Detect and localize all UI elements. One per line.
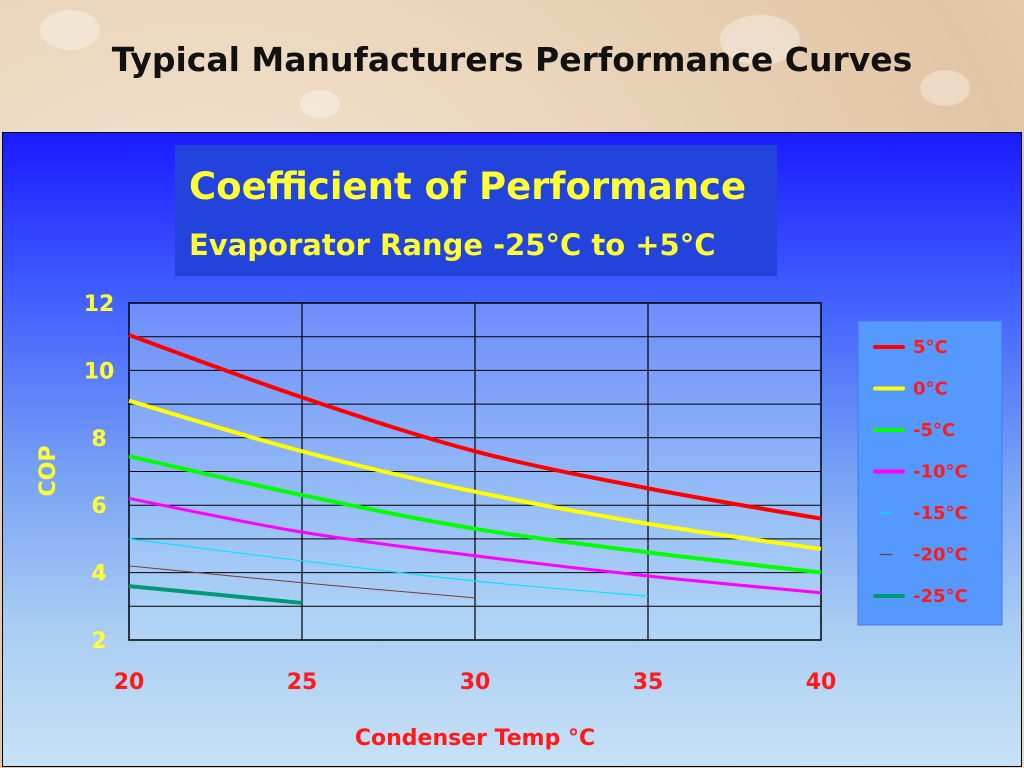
y-tick-label: 2	[91, 629, 106, 654]
legend-box	[857, 320, 1003, 626]
chart-subtitle: Evaporator Range -25°C to +5°C	[189, 228, 716, 262]
chart: Coefficient of Performance Evaporator Ra…	[36, 145, 1003, 751]
y-tick-label: 6	[91, 494, 106, 519]
chart-panel: Coefficient of Performance Evaporator Ra…	[2, 132, 1022, 767]
y-axis-ticks: 2 4 6 8 10 12	[84, 292, 115, 654]
series-lines	[128, 333, 822, 605]
x-tick-label: 40	[806, 670, 837, 695]
legend: 5°C 0°C -5°C -10°C -15°C -20°C -25°C	[857, 320, 1003, 626]
legend-label: -10°C	[913, 462, 968, 483]
legend-label: -25°C	[913, 586, 968, 607]
x-axis-label: Condenser Temp °C	[355, 726, 595, 751]
legend-label: 5°C	[913, 337, 948, 358]
legend-label: -20°C	[913, 545, 968, 566]
heading-background	[175, 145, 777, 276]
x-axis-ticks: 20 25 30 35 40	[114, 670, 837, 695]
chart-heading-box: Coefficient of Performance Evaporator Ra…	[175, 145, 777, 276]
y-tick-label: 4	[91, 562, 106, 587]
y-tick-label: 10	[84, 359, 115, 384]
x-tick-label: 25	[287, 670, 318, 695]
series-line	[128, 398, 822, 551]
x-tick-label: 35	[633, 670, 664, 695]
y-axis-label: COP	[36, 446, 61, 497]
x-tick-label: 20	[114, 670, 145, 695]
legend-label: 0°C	[913, 379, 948, 400]
background-texture	[300, 90, 340, 118]
legend-label: -15°C	[913, 503, 968, 524]
legend-label: -5°C	[913, 420, 955, 441]
background-texture	[720, 15, 800, 65]
series-line	[128, 333, 822, 521]
series-line	[128, 538, 649, 597]
background-texture	[920, 70, 970, 106]
background-texture	[40, 10, 100, 50]
series-line	[128, 454, 822, 575]
chart-title: Coefficient of Performance	[189, 165, 746, 208]
y-tick-label: 12	[84, 292, 115, 317]
x-tick-label: 30	[460, 670, 491, 695]
series-line	[128, 584, 303, 605]
series-line	[128, 496, 822, 595]
grid	[129, 303, 821, 640]
slide-title: Typical Manufacturers Performance Curves	[111, 40, 913, 79]
series-line	[128, 565, 476, 599]
y-tick-label: 8	[91, 427, 106, 452]
